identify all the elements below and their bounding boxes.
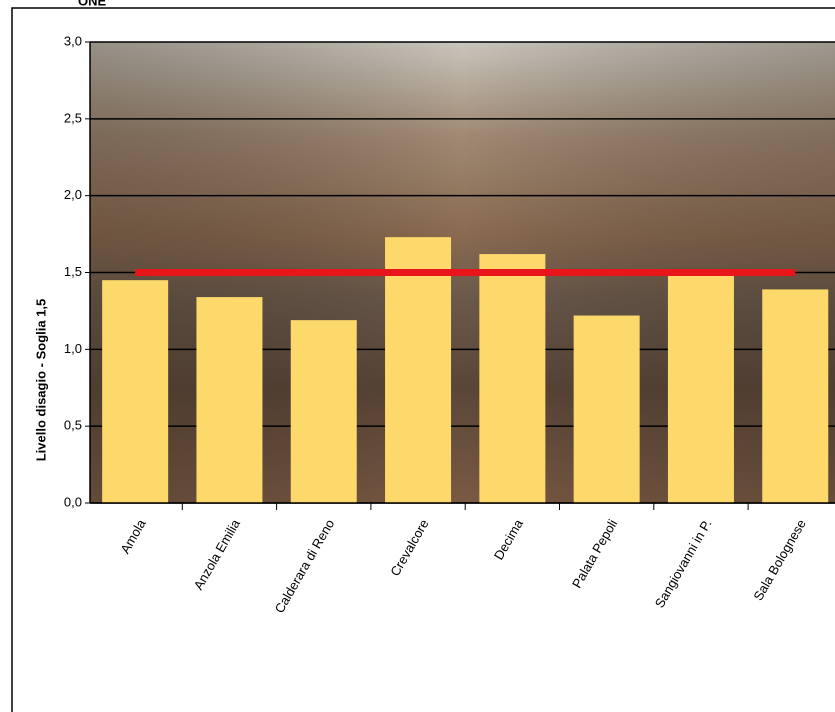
y-tick-label: 2,0	[64, 187, 82, 202]
bar	[102, 280, 169, 503]
y-tick-label: 1,5	[64, 264, 82, 279]
bar	[573, 315, 640, 503]
y-tick-label: 1,0	[64, 341, 82, 356]
bar	[479, 254, 546, 503]
chart-title: ONE	[78, 0, 107, 8]
y-tick-label: 0,5	[64, 418, 82, 433]
y-tick-label: 0,0	[64, 494, 82, 509]
bar	[290, 320, 357, 503]
bar	[196, 297, 263, 503]
bar	[762, 289, 829, 503]
bar	[667, 275, 734, 503]
y-tick-label: 2,5	[64, 110, 82, 125]
bar	[385, 237, 452, 503]
y-tick-label: 3,0	[64, 33, 82, 48]
y-axis-label: Livello disagio - Soglia 1,5	[33, 299, 48, 462]
